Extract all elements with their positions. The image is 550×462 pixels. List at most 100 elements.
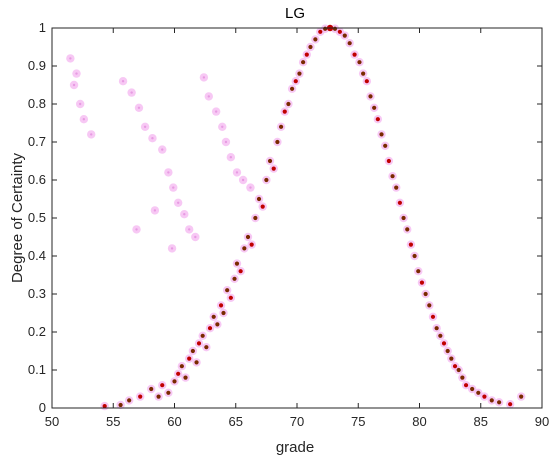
data-point bbox=[190, 348, 195, 354]
data-point bbox=[308, 44, 313, 50]
outlier-point bbox=[176, 201, 180, 204]
data-point bbox=[445, 348, 450, 354]
data-point bbox=[386, 158, 391, 164]
data-point bbox=[187, 356, 192, 361]
data-point bbox=[416, 269, 421, 274]
x-tick-label: 50 bbox=[45, 414, 59, 429]
x-tick-label: 60 bbox=[167, 414, 181, 429]
outlier-point bbox=[82, 118, 86, 121]
data-point bbox=[430, 314, 436, 319]
data-point bbox=[364, 79, 369, 84]
data-point bbox=[293, 79, 298, 84]
data-point bbox=[127, 398, 132, 403]
data-point bbox=[441, 341, 447, 346]
chart-title: LG bbox=[285, 5, 305, 22]
outlier-point bbox=[172, 186, 175, 189]
data-point bbox=[172, 379, 177, 384]
y-tick-label: 0.4 bbox=[28, 248, 46, 263]
y-axis-ticks: 0 0.1 0.2 0.3 0.4 0.5 0.6 0.7 0.8 0.9 1 bbox=[28, 20, 542, 415]
data-point bbox=[419, 280, 425, 285]
outlier-point bbox=[249, 186, 252, 189]
data-point bbox=[508, 402, 513, 407]
data-point bbox=[238, 269, 243, 274]
outlier-point bbox=[161, 148, 164, 151]
outlier-point bbox=[90, 133, 93, 136]
outlier-point bbox=[202, 76, 206, 79]
data-point bbox=[323, 26, 328, 31]
data-point bbox=[301, 60, 306, 65]
data-point bbox=[204, 345, 209, 350]
y-tick-label: 0.7 bbox=[28, 134, 46, 149]
x-tick-label: 65 bbox=[229, 414, 243, 429]
data-point bbox=[102, 404, 107, 409]
data-point bbox=[397, 200, 402, 205]
data-point bbox=[194, 360, 199, 365]
outlier-point bbox=[153, 209, 157, 212]
outlier-point bbox=[137, 106, 141, 110]
outlier-point bbox=[194, 235, 197, 239]
data-point bbox=[332, 26, 338, 31]
outlier-point bbox=[135, 228, 138, 231]
data-point bbox=[482, 394, 487, 399]
outlier-point bbox=[151, 137, 154, 140]
data-point bbox=[260, 204, 265, 209]
y-tick-label: 0.5 bbox=[28, 210, 46, 225]
data-point bbox=[196, 341, 202, 346]
data-point bbox=[245, 234, 251, 240]
y-tick-label: 0.6 bbox=[28, 172, 46, 187]
data-point bbox=[271, 166, 276, 171]
outlier-point bbox=[78, 102, 82, 106]
data-point bbox=[253, 215, 258, 221]
data-point bbox=[463, 383, 469, 388]
data-point bbox=[138, 394, 143, 399]
data-point bbox=[297, 71, 302, 76]
data-point bbox=[179, 364, 184, 369]
data-point bbox=[286, 101, 291, 107]
data-point bbox=[249, 242, 254, 247]
data-point bbox=[264, 177, 269, 183]
y-tick-label: 0.2 bbox=[28, 324, 46, 339]
data-point bbox=[215, 322, 220, 327]
data-point bbox=[460, 375, 465, 380]
data-point bbox=[211, 314, 216, 319]
data-point bbox=[476, 390, 481, 395]
x-tick-label: 80 bbox=[412, 414, 426, 429]
data-point bbox=[160, 383, 165, 388]
data-points-layer bbox=[69, 24, 524, 409]
outlier-point bbox=[241, 178, 245, 182]
data-point bbox=[225, 288, 230, 293]
y-tick-label: 0.9 bbox=[28, 58, 46, 73]
y-axis-label: Degree of Certainty bbox=[9, 152, 26, 283]
outlier-point bbox=[121, 80, 125, 83]
data-point bbox=[149, 386, 154, 392]
x-tick-label: 85 bbox=[474, 414, 488, 429]
outlier-point bbox=[167, 171, 170, 174]
data-point bbox=[427, 303, 432, 308]
data-point bbox=[368, 94, 373, 99]
outlier-point bbox=[183, 213, 186, 216]
y-tick-label: 0.8 bbox=[28, 96, 46, 111]
data-point bbox=[275, 139, 280, 145]
data-point bbox=[408, 242, 414, 247]
data-point bbox=[176, 371, 181, 376]
data-point bbox=[412, 253, 417, 259]
outlier-point bbox=[170, 247, 174, 250]
data-point bbox=[228, 295, 233, 300]
outlier-point bbox=[143, 125, 147, 128]
data-point bbox=[497, 400, 502, 405]
outlier-point bbox=[188, 228, 191, 231]
data-point bbox=[290, 86, 295, 91]
data-point bbox=[183, 375, 188, 380]
data-point bbox=[470, 386, 475, 392]
data-point bbox=[390, 174, 395, 179]
outlier-point bbox=[69, 57, 72, 60]
data-point bbox=[361, 71, 366, 76]
data-point bbox=[118, 402, 123, 408]
x-tick-label: 90 bbox=[535, 414, 549, 429]
data-point bbox=[242, 246, 247, 251]
data-point bbox=[438, 333, 443, 338]
data-point bbox=[342, 33, 347, 38]
outlier-point bbox=[221, 125, 224, 128]
outlier-point bbox=[130, 91, 133, 94]
